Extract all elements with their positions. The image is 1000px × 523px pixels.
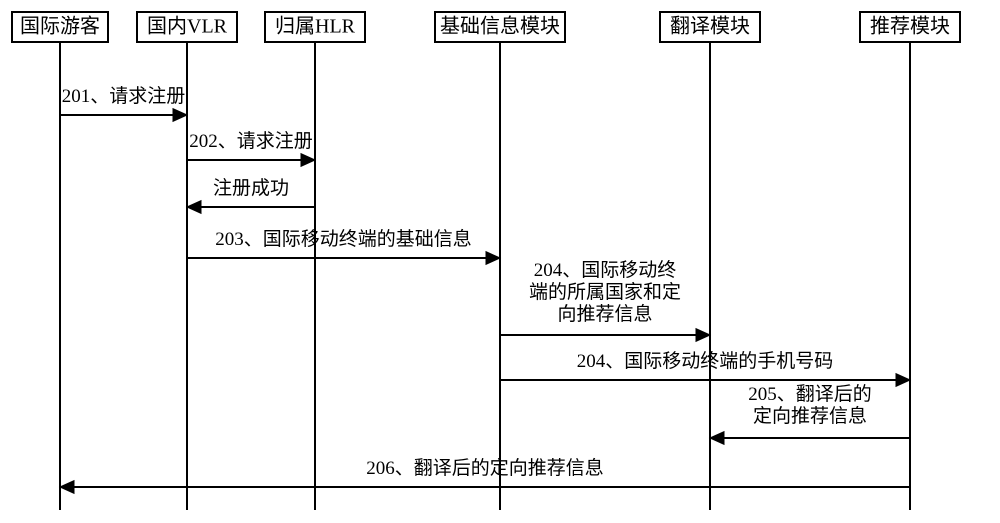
participant-label-p3: 基础信息模块 xyxy=(440,15,560,38)
message-2-label: 注册成功 xyxy=(213,177,289,199)
message-0-label: 201、请求注册 xyxy=(62,85,186,107)
message-6-label: 205、翻译后的定向推荐信息 xyxy=(748,383,872,427)
message-7-label: 206、翻译后的定向推荐信息 xyxy=(366,457,604,479)
message-1-label: 202、请求注册 xyxy=(189,130,313,152)
participant-label-p4: 翻译模块 xyxy=(670,15,750,38)
participant-label-p2: 归属HLR xyxy=(275,15,356,38)
sequence-diagram: 国际游客 国内VLR 归属HLR 基础信息模块 翻译模块 推荐模块 201、请求注册 202、… xyxy=(0,0,1000,523)
message-3-label: 203、国际移动终端的基础信息 xyxy=(215,228,472,250)
message-4-label: 204、国际移动终端的所属国家和定向推荐信息 xyxy=(529,259,681,325)
participant-label-p1: 国内VLR xyxy=(147,15,228,38)
message-5-label: 204、国际移动终端的手机号码 xyxy=(577,350,834,372)
participant-label-p5: 推荐模块 xyxy=(870,15,950,38)
participant-label-p0: 国际游客 xyxy=(20,15,100,38)
